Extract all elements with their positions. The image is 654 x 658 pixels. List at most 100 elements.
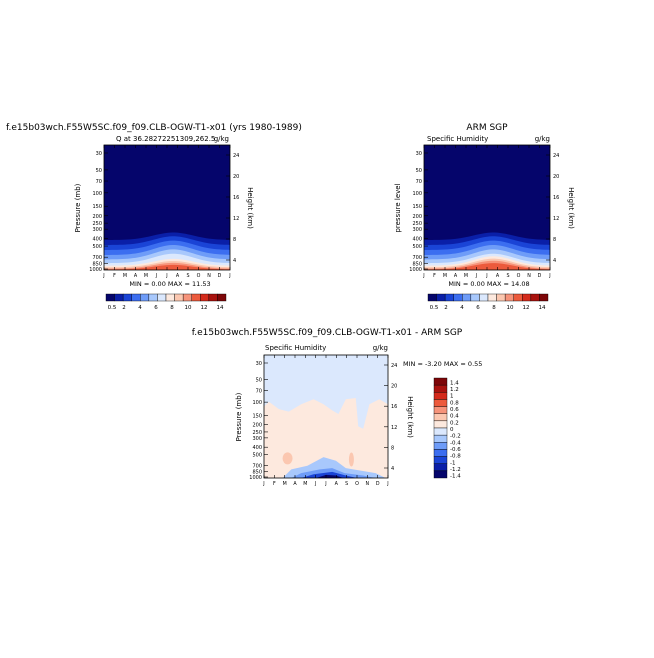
y-tick-label: 150 bbox=[92, 204, 102, 210]
y-tick-label: 850 bbox=[92, 262, 102, 268]
y-tick-label: 100 bbox=[412, 191, 422, 197]
x-tick-label: J bbox=[422, 273, 424, 279]
panel3-ylabel: Pressure (mb) bbox=[235, 392, 243, 441]
panel1-title: f.e15b03wch.F55W5SC.f09_f09.CLB-OGW-T1-x… bbox=[6, 123, 302, 133]
y-right-tick-label: 8 bbox=[233, 237, 236, 243]
colorbar-label: 0.5 bbox=[108, 305, 117, 311]
colorbar-swatch bbox=[114, 293, 124, 302]
x-tick-label: M bbox=[464, 273, 468, 279]
x-tick-label: M bbox=[303, 481, 307, 487]
colorbar-label: 0.8 bbox=[450, 400, 459, 406]
colorbar-label: 2 bbox=[444, 305, 448, 311]
y-right-tick-label: 16 bbox=[391, 404, 397, 410]
y-tick-label: 1000 bbox=[409, 267, 422, 273]
y-tick-label: 50 bbox=[96, 168, 102, 174]
y-right-tick-label: 20 bbox=[391, 384, 397, 390]
y-tick-label: 50 bbox=[256, 378, 262, 384]
x-tick-label: J bbox=[485, 273, 487, 279]
x-tick-label: O bbox=[355, 481, 359, 487]
colorbar-swatch bbox=[140, 293, 150, 302]
x-tick-label: J bbox=[262, 481, 264, 487]
y-tick-label: 250 bbox=[92, 221, 102, 227]
colorbar-swatch bbox=[444, 293, 454, 302]
y-tick-label: 400 bbox=[92, 237, 102, 243]
y-right-tick-label: 24 bbox=[391, 363, 397, 369]
y-tick-label: 70 bbox=[416, 179, 422, 185]
panel3-title: f.e15b03wch.F55W5SC.f09_f09.CLB-OGW-T1-x… bbox=[192, 328, 463, 338]
colorbar-label: 10 bbox=[507, 305, 514, 311]
y-right-tick-label: 4 bbox=[391, 466, 394, 472]
y-right-tick-label: 4 bbox=[233, 258, 236, 264]
plot-frame bbox=[263, 354, 389, 479]
colorbar-label: -0.2 bbox=[450, 434, 461, 440]
x-tick-label: J bbox=[314, 481, 316, 487]
colorbar-swatch bbox=[539, 293, 549, 302]
colorbar-label: 4 bbox=[138, 305, 142, 311]
y-right-tick-label: 12 bbox=[233, 216, 239, 222]
x-tick-label: F bbox=[433, 273, 436, 279]
colorbar-swatch bbox=[148, 293, 158, 302]
colorbar-swatch bbox=[433, 470, 448, 479]
x-tick-label: D bbox=[538, 273, 542, 279]
colorbar-swatch bbox=[157, 293, 167, 302]
x-tick-label: A bbox=[134, 273, 138, 279]
panel2-subtitle-left: Specific Humidity bbox=[427, 135, 488, 143]
colorbar-label: -1 bbox=[450, 460, 455, 466]
colorbar-swatch bbox=[504, 293, 514, 302]
colorbar-swatch bbox=[182, 293, 192, 302]
y-right-tick-label: 12 bbox=[553, 216, 559, 222]
colorbar-swatch bbox=[105, 293, 115, 302]
colorbar-swatch bbox=[433, 420, 448, 429]
plot-frame bbox=[103, 144, 231, 271]
x-tick-label: J bbox=[228, 273, 230, 279]
colorbar-swatch bbox=[433, 384, 448, 393]
colorbar-swatch bbox=[513, 293, 523, 302]
x-tick-label: F bbox=[113, 273, 116, 279]
colorbar-label: 2 bbox=[122, 305, 126, 311]
x-tick-label: S bbox=[506, 273, 509, 279]
colorbar-label: -0.6 bbox=[450, 447, 461, 453]
y-tick-label: 100 bbox=[252, 400, 262, 406]
x-tick-label: J bbox=[548, 273, 550, 279]
y-right-tick-label: 20 bbox=[553, 174, 559, 180]
y-tick-label: 500 bbox=[92, 244, 102, 250]
y-right-tick-label: 24 bbox=[233, 153, 239, 159]
y-tick-label: 300 bbox=[92, 227, 102, 233]
colorbar-swatch bbox=[433, 427, 448, 436]
y-tick-label: 150 bbox=[412, 204, 422, 210]
colorbar-label: -0.8 bbox=[450, 454, 461, 460]
colorbar-label: 1.4 bbox=[450, 380, 459, 386]
colorbar-swatch bbox=[433, 463, 448, 472]
x-tick-label: O bbox=[517, 273, 521, 279]
colorbar-label: 6 bbox=[476, 305, 480, 311]
x-tick-label: A bbox=[176, 273, 180, 279]
colorbar-swatch bbox=[433, 399, 448, 407]
positive-anomaly bbox=[348, 452, 354, 467]
colorbar-swatch bbox=[427, 293, 437, 302]
y-tick-label: 250 bbox=[252, 430, 262, 436]
panel1-stats: MIN = 0.00 MAX = 11.53 bbox=[129, 280, 210, 288]
y-tick-label: 1000 bbox=[89, 267, 102, 273]
colorbar-label: 14 bbox=[217, 305, 224, 311]
y-tick-label: 200 bbox=[412, 214, 422, 220]
x-tick-label: M bbox=[443, 273, 447, 279]
y-tick-label: 850 bbox=[412, 262, 422, 268]
x-tick-label: J bbox=[324, 481, 326, 487]
y-tick-label: 500 bbox=[412, 244, 422, 250]
colorbar-swatch bbox=[470, 293, 480, 302]
x-tick-label: N bbox=[207, 273, 211, 279]
y-right-tick-label: 12 bbox=[391, 425, 397, 431]
panel1-colorbar: 0.5 2 4 6 8 10 12 14 bbox=[105, 293, 227, 311]
colorbar-label: 0.6 bbox=[450, 407, 459, 413]
colorbar-swatch bbox=[433, 449, 448, 457]
colorbar-swatch bbox=[522, 293, 532, 302]
y-tick-label: 700 bbox=[92, 255, 102, 261]
colorbar-label: 0.4 bbox=[450, 414, 459, 420]
panel3-stats: MIN = -3.20 MAX = 0.55 bbox=[403, 360, 482, 368]
colorbar-label: 8 bbox=[492, 305, 496, 311]
colorbar-swatch bbox=[433, 442, 448, 450]
panel2-ylabel-right: Height (km) bbox=[567, 187, 575, 229]
